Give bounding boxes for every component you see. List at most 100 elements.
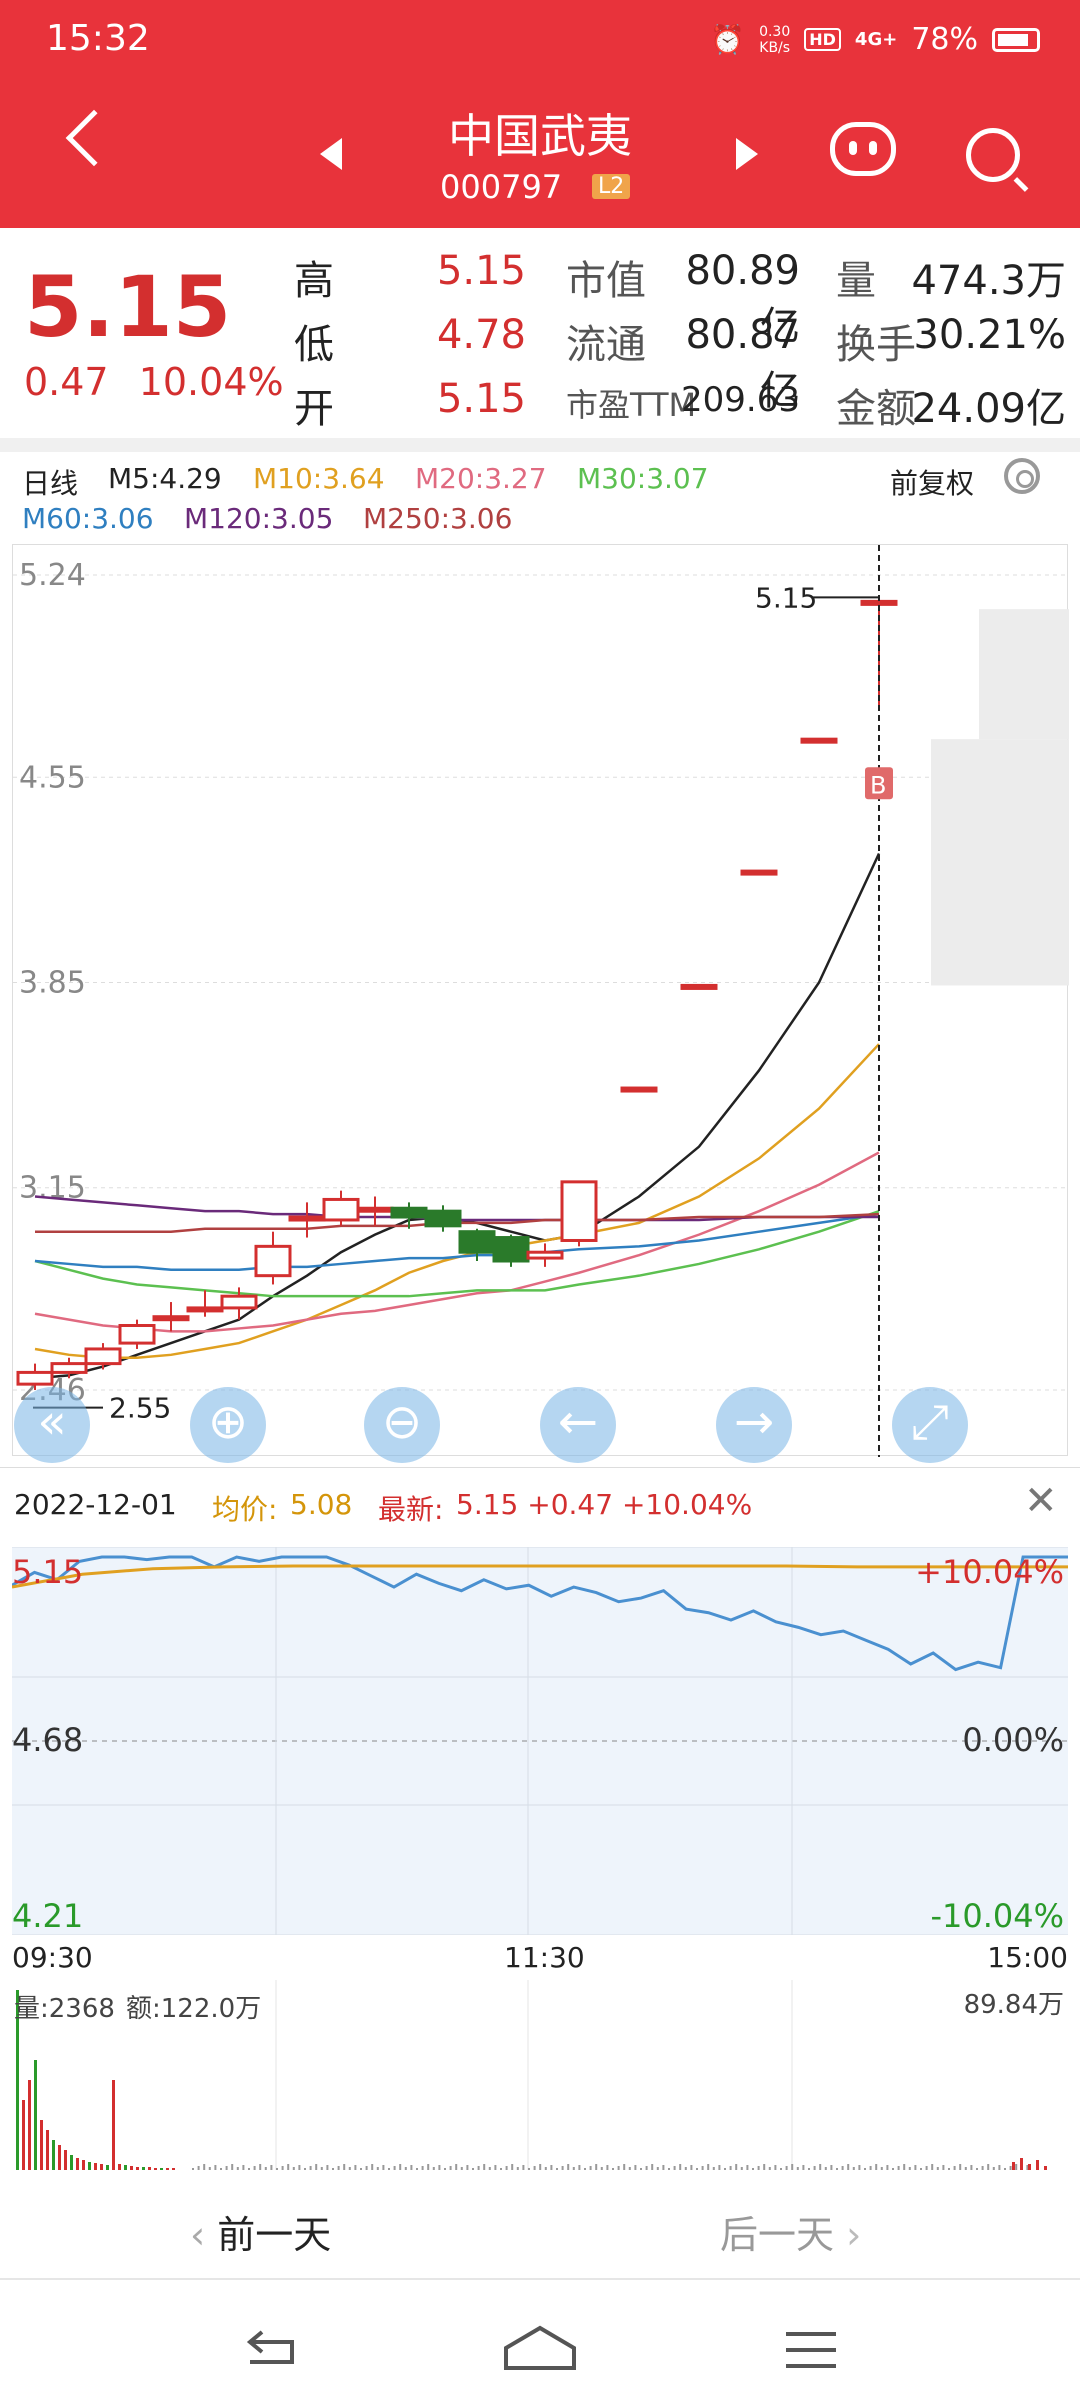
candle-body [288, 1215, 326, 1222]
volume-bar [903, 2164, 906, 2170]
volume-bar [82, 2160, 85, 2170]
ma-legend-item: M10:3.64 [253, 462, 385, 495]
ma-legend-item: M60:3.06 [22, 502, 154, 535]
volume-bar [511, 2164, 514, 2170]
collapse-icon[interactable]: « [14, 1387, 90, 1463]
volume-bar [371, 2164, 374, 2170]
volume-bar [724, 2168, 726, 2170]
volume-bar [477, 2166, 480, 2170]
y-tick-label: 3.85 [19, 966, 86, 1001]
amt-label: 额:122.0万 [126, 1994, 262, 2024]
home-nav-icon[interactable] [504, 2325, 576, 2370]
intraday-y-top: 5.15 [12, 1553, 84, 1591]
volume-bar [673, 2166, 676, 2170]
turnover-label: 换手 [836, 322, 916, 368]
volume-bar [160, 2168, 163, 2170]
volume-bar [106, 2165, 109, 2170]
gear-icon[interactable] [1004, 458, 1040, 494]
volume-bar [869, 2166, 872, 2170]
menu-nav-icon[interactable] [786, 2332, 836, 2368]
volume-bar [852, 2167, 855, 2170]
divider [0, 438, 1080, 452]
fuquan-toggle[interactable]: 前复权 [890, 467, 975, 500]
volume-bar [1020, 2158, 1023, 2170]
volume-bar [130, 2166, 133, 2170]
volume-bar [780, 2168, 782, 2170]
volume-bar [208, 2167, 211, 2170]
alarm-icon: ⏰ [710, 23, 746, 56]
volume-bar [494, 2165, 497, 2170]
volume-bar [690, 2165, 693, 2170]
volume-bar [231, 2164, 234, 2170]
vol-label: 量:2368 [14, 1994, 115, 2024]
intraday-date: 2022-12-01 [14, 1488, 177, 1521]
close-icon[interactable]: ✕ [1024, 1478, 1058, 1524]
fullscreen-icon[interactable]: ⤢ [892, 1387, 968, 1463]
volume-bar [16, 1990, 19, 2170]
volume-bar [858, 2165, 861, 2170]
volume-bar [214, 2165, 217, 2170]
system-nav-icons [246, 2325, 836, 2370]
price-line [11, 1555, 1068, 1672]
volume-bar [880, 2167, 883, 2170]
volume-bar [455, 2164, 458, 2170]
time-axis: 09:30 11:30 15:00 [0, 1935, 1080, 1980]
back-icon[interactable] [65, 109, 123, 167]
volume-bar [438, 2165, 441, 2170]
robot-assistant-icon[interactable] [830, 122, 896, 176]
volume-bar [298, 2165, 301, 2170]
volume-bar [556, 2168, 558, 2170]
intraday-chart[interactable]: 5.15 4.68 4.21 +10.04% 0.00% -10.04% [11, 1546, 1068, 1936]
back-nav-icon[interactable] [246, 2330, 294, 2364]
level2-badge[interactable]: L2 [592, 174, 631, 199]
volume-bar [606, 2165, 609, 2170]
volume-bar [668, 2168, 670, 2170]
volume-bar [589, 2166, 592, 2170]
volume-bar [914, 2165, 917, 2170]
candle-body [356, 1206, 394, 1213]
volume-bar [500, 2168, 502, 2170]
net-speed: 0.30 KB/s [759, 23, 791, 56]
volume-bar [796, 2167, 799, 2170]
pan-left-icon[interactable]: ← [540, 1387, 616, 1463]
ma-legend-item: M250:3.06 [363, 502, 513, 535]
zoom-in-icon[interactable]: ⊕ [190, 1387, 266, 1463]
volume-bar [662, 2165, 665, 2170]
volume-bar [712, 2167, 715, 2170]
volume-bar [427, 2164, 430, 2170]
volume-bar [763, 2164, 766, 2170]
volume-bar [959, 2164, 962, 2170]
next-day-button[interactable]: 后一天 › [720, 2204, 861, 2259]
volume-bar [142, 2167, 145, 2170]
volume-bar [925, 2166, 928, 2170]
volume-bar [830, 2165, 833, 2170]
next-stock-icon[interactable] [736, 138, 758, 170]
status-icons: ⏰ 0.30 KB/s HD 4G+ 78% [710, 22, 1040, 57]
vol-max: 89.84万 [963, 1990, 1064, 2020]
zoom-out-icon[interactable]: ⊖ [364, 1387, 440, 1463]
time-end: 15:00 [987, 1941, 1068, 1974]
chevron-left-icon: ‹ [190, 2213, 218, 2257]
volume-bar [348, 2167, 351, 2170]
volume-bar [578, 2165, 581, 2170]
search-icon[interactable] [966, 128, 1020, 182]
volume-bar [522, 2165, 525, 2170]
volume-bar [192, 2168, 194, 2170]
kline-chart[interactable]: 5.244.553.853.152.465.152.55B [12, 544, 1069, 1457]
candle-body [680, 983, 718, 990]
volume-bar [595, 2164, 598, 2170]
volume-bar [718, 2165, 721, 2170]
volume-bar [623, 2164, 626, 2170]
chevron-right-icon: › [834, 2213, 862, 2257]
pan-right-icon[interactable]: → [716, 1387, 792, 1463]
volume-bar [483, 2164, 486, 2170]
prev-day-button[interactable]: ‹ 前一天 [190, 2204, 331, 2259]
status-time: 15:32 [46, 18, 150, 59]
volume-bar [651, 2164, 654, 2170]
period-label[interactable]: 日线 [22, 467, 79, 500]
battery-text: 78% [911, 22, 978, 57]
prev-stock-icon[interactable] [320, 138, 342, 170]
volume-bar [242, 2165, 245, 2170]
volume-bar [942, 2165, 945, 2170]
amount-label: 金额 [836, 386, 916, 432]
